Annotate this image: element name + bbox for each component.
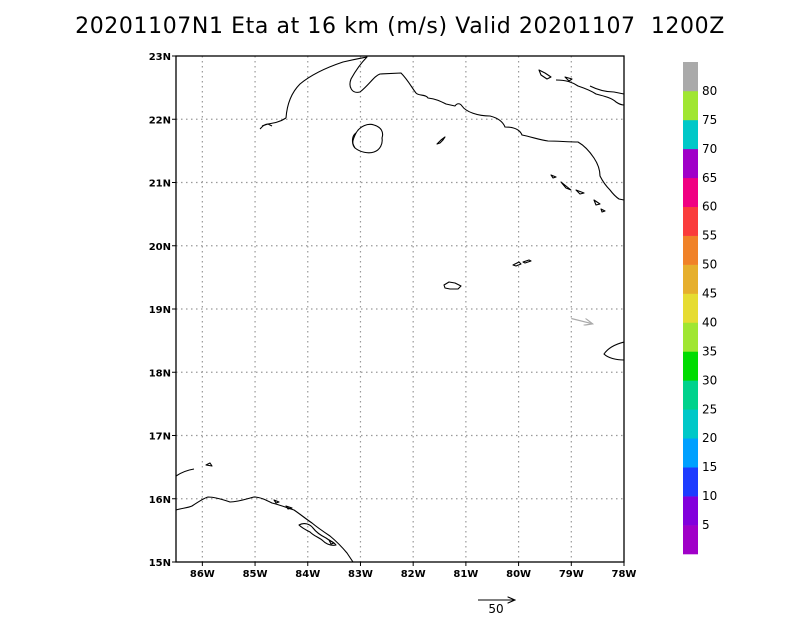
colorbar-swatch (683, 119, 698, 150)
colorbar-label: 40 (702, 315, 717, 329)
colorbar-swatch (683, 206, 698, 236)
colorbar-swatch (683, 496, 698, 526)
colorbar-label: 70 (702, 142, 717, 156)
lon-tick-label: 82W (401, 569, 426, 580)
colorbar-label: 30 (702, 373, 717, 387)
lon-tick-label: 84W (295, 569, 320, 580)
lon-tick-label: 83W (348, 569, 373, 580)
colorbar-swatch (683, 62, 698, 92)
colorbar-label: 10 (702, 489, 717, 503)
lat-lon-grid (176, 56, 624, 562)
lat-tick-label: 23N (149, 52, 171, 63)
lat-tick-label: 15N (149, 558, 171, 569)
lon-tick-label: 78W (612, 569, 637, 580)
colorbar-label: 75 (702, 113, 717, 127)
colorbar-label: 15 (702, 460, 717, 474)
lat-tick-label: 22N (149, 115, 171, 126)
colorbar-swatch (683, 322, 698, 352)
wind-vectors (571, 317, 592, 323)
colorbar-swatch (683, 90, 698, 121)
colorbar-swatch (683, 235, 698, 265)
lon-tick-label: 81W (453, 569, 478, 580)
colorbar-swatch (683, 177, 698, 208)
colorbar-swatch (683, 264, 698, 294)
lon-tick-label: 86W (190, 569, 215, 580)
coastlines (176, 56, 624, 562)
wind-vector-arrow (571, 317, 592, 323)
colorbar-swatch (683, 148, 698, 179)
reference-vector: 50 (478, 600, 515, 616)
lat-tick-label: 19N (149, 305, 171, 316)
lat-tick-label: 16N (149, 495, 171, 506)
lon-tick-label: 80W (506, 569, 531, 580)
longitude-axis: 86W 85W 84W 83W 82W 81W 80W 79W 78W (190, 562, 637, 580)
colorbar-swatch (683, 380, 698, 410)
lon-tick-label: 85W (243, 569, 268, 580)
colorbar-swatch (683, 293, 698, 323)
colorbar-label: 65 (702, 171, 717, 185)
colorbar-swatch (683, 467, 698, 497)
colorbar-swatch (683, 409, 698, 439)
colorbar-swatch (683, 525, 698, 555)
colorbar-label: 25 (702, 402, 717, 416)
colorbar: 5 10 15 20 25 30 35 40 45 50 55 60 65 70 75 80 (683, 62, 717, 555)
colorbar-label: 55 (702, 229, 717, 243)
colorbar-label: 50 (702, 258, 717, 272)
colorbar-label: 60 (702, 200, 717, 214)
latitude-axis: 15N 16N 17N 18N 19N 20N 21N 22N 23N (149, 52, 176, 569)
reference-vector-label: 50 (488, 602, 503, 616)
colorbar-label: 45 (702, 287, 717, 301)
colorbar-swatch (683, 438, 698, 468)
colorbar-label: 80 (702, 84, 717, 98)
colorbar-label: 5 (702, 518, 710, 532)
lon-tick-label: 79W (559, 569, 584, 580)
lat-tick-label: 17N (149, 432, 171, 443)
lat-tick-label: 21N (149, 179, 171, 190)
colorbar-label: 20 (702, 431, 717, 445)
lat-tick-label: 20N (149, 242, 171, 253)
colorbar-label: 35 (702, 344, 717, 358)
lat-tick-label: 18N (149, 368, 171, 379)
colorbar-swatch (683, 351, 698, 381)
map-title: 20201107N1 Eta at 16 km (m/s) Valid 2020… (75, 14, 725, 39)
